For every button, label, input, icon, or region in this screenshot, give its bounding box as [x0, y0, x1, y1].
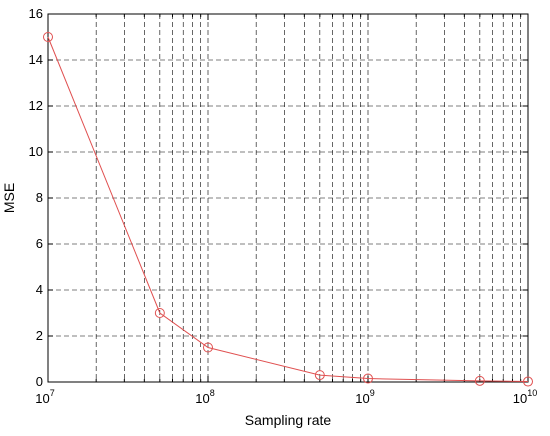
- axis-ticks: [47, 13, 529, 383]
- x-axis-title: Sampling rate: [245, 412, 332, 428]
- data-point-marker: [523, 376, 533, 387]
- series-layer: [43, 32, 533, 387]
- data-point-marker: [203, 342, 213, 353]
- data-point-marker: [43, 32, 53, 42]
- y-tick-labels: 0 2 4 6 8 10 12 14 16: [29, 6, 43, 389]
- data-point-marker: [474, 375, 485, 386]
- x-tick-labels: 107 108 109 1010: [35, 388, 537, 406]
- y-tick-label: 10: [29, 144, 43, 159]
- y-axis-title: MSE: [1, 183, 17, 213]
- x-tick-label: 108: [195, 388, 214, 406]
- y-tick-label: 8: [36, 190, 43, 205]
- y-tick-label: 4: [36, 282, 43, 297]
- y-tick-label: 14: [29, 52, 43, 67]
- x-tick-label: 1010: [513, 388, 537, 406]
- series-line: [47, 36, 529, 383]
- data-point-marker: [363, 373, 373, 384]
- y-tick-label: 16: [29, 6, 43, 21]
- y-tick-label: 12: [29, 98, 43, 113]
- y-tick-label: 6: [36, 236, 43, 251]
- y-tick-label: 0: [36, 374, 43, 389]
- grid: [48, 14, 528, 382]
- x-tick-label: 109: [355, 388, 374, 406]
- data-point-marker: [154, 308, 165, 318]
- x-tick-label: 107: [35, 388, 54, 406]
- data-point-marker: [314, 370, 325, 381]
- y-tick-label: 2: [36, 328, 43, 343]
